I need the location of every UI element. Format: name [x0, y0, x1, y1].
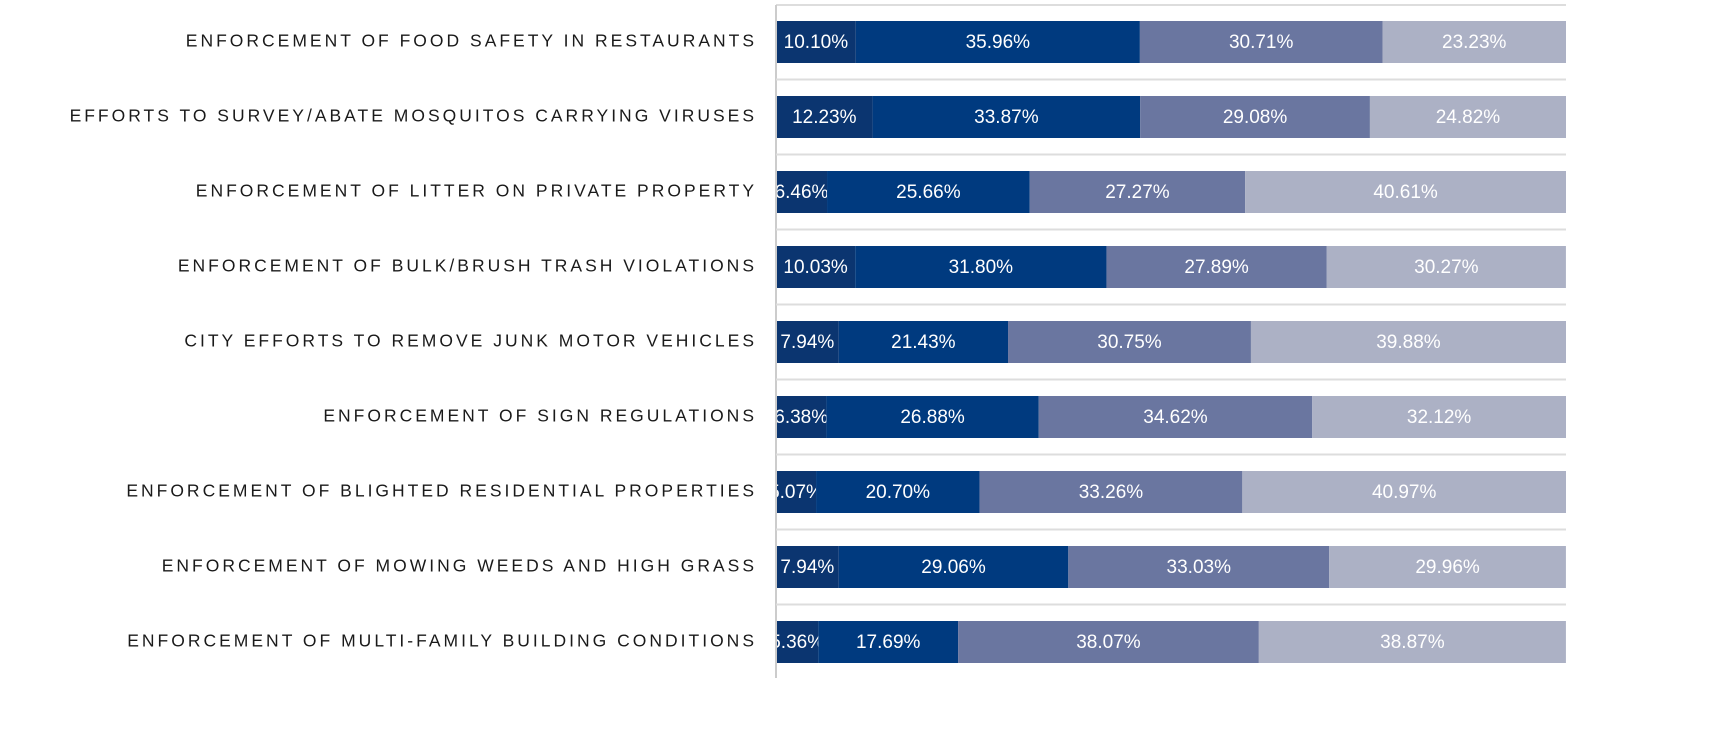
category-label: EFFORTS TO SURVEY/ABATE MOSQUITOS CARRYI… — [70, 106, 757, 126]
bar-segment — [776, 171, 828, 213]
bar-segment — [1242, 471, 1566, 513]
value-label: 6.46% — [775, 182, 829, 203]
value-label: 5.07% — [769, 482, 823, 503]
bar-segment — [1106, 246, 1327, 288]
bar-segment — [1250, 321, 1566, 363]
bar-segment — [816, 471, 980, 513]
value-label: 30.71% — [1229, 32, 1294, 53]
bar-segment — [818, 621, 959, 663]
bar-segment — [827, 171, 1030, 213]
value-label: 20.70% — [866, 482, 931, 503]
value-label: 17.69% — [856, 632, 921, 653]
bar-segment — [776, 21, 856, 63]
bar-segment — [776, 246, 856, 288]
bar-segment — [979, 471, 1243, 513]
bar-segment — [1329, 546, 1566, 588]
bar-segment — [826, 396, 1039, 438]
value-label: 29.08% — [1223, 107, 1288, 128]
value-label: 12.23% — [792, 107, 857, 128]
value-label: 25.66% — [896, 182, 961, 203]
bar-segment — [1245, 171, 1566, 213]
category-label: ENFORCEMENT OF MOWING WEEDS AND HIGH GRA… — [162, 556, 757, 576]
category-label: ENFORCEMENT OF SIGN REGULATIONS — [323, 406, 757, 426]
value-label: 39.88% — [1376, 332, 1441, 353]
bar-segment — [776, 471, 817, 513]
value-label: 5.36% — [770, 632, 824, 653]
bar-segment — [776, 321, 839, 363]
category-label: ENFORCEMENT OF FOOD SAFETY IN RESTAURANT… — [186, 31, 757, 51]
value-label: 7.94% — [780, 557, 834, 578]
bar-segment — [1139, 21, 1383, 63]
bar-segment — [776, 396, 827, 438]
value-label: 40.97% — [1372, 482, 1437, 503]
value-label: 27.89% — [1184, 257, 1249, 278]
bar-segment — [776, 546, 839, 588]
bar-segment — [1038, 396, 1313, 438]
value-label: 24.82% — [1436, 107, 1501, 128]
value-label: 40.61% — [1373, 182, 1438, 203]
bar-segment — [838, 321, 1009, 363]
value-label: 33.87% — [974, 107, 1039, 128]
value-label: 38.07% — [1076, 632, 1141, 653]
value-label: 32.12% — [1407, 407, 1472, 428]
value-label: 26.88% — [900, 407, 965, 428]
value-label: 30.75% — [1097, 332, 1162, 353]
value-label: 27.27% — [1105, 182, 1170, 203]
value-label: 7.94% — [780, 332, 834, 353]
bar-segment — [1140, 96, 1370, 138]
bar-segment — [1029, 171, 1246, 213]
value-label: 6.38% — [774, 407, 828, 428]
bar-segment — [1326, 246, 1566, 288]
value-label: 21.43% — [891, 332, 956, 353]
bar-segment — [1312, 396, 1566, 438]
value-label: 30.27% — [1414, 257, 1479, 278]
bar-segment — [855, 246, 1107, 288]
bar-segment — [1068, 546, 1330, 588]
bar-segment — [1008, 321, 1251, 363]
category-label: ENFORCEMENT OF BLIGHTED RESIDENTIAL PROP… — [126, 481, 757, 501]
plot: 10.10% 35.96% 30.71% 23.23% 12.23% 33.87% 29.0… — [769, 21, 1566, 663]
value-label: 10.03% — [783, 257, 848, 278]
category-label: ENFORCEMENT OF LITTER ON PRIVATE PROPERT… — [196, 181, 757, 201]
bar-segment — [1369, 96, 1566, 138]
bar-segment — [1382, 21, 1566, 63]
value-label: 33.26% — [1079, 482, 1144, 503]
value-label: 29.06% — [921, 557, 986, 578]
value-label: 23.23% — [1442, 32, 1507, 53]
bar-segment — [1258, 621, 1566, 663]
value-label: 10.10% — [784, 32, 849, 53]
bar-segment — [838, 546, 1069, 588]
bar-segment — [958, 621, 1259, 663]
value-label: 35.96% — [966, 32, 1031, 53]
value-label: 33.03% — [1167, 557, 1232, 578]
category-label: ENFORCEMENT OF MULTI-FAMILY BUILDING CON… — [127, 631, 757, 651]
bar-segment — [776, 96, 873, 138]
bar-segment — [872, 96, 1141, 138]
value-label: 31.80% — [949, 257, 1014, 278]
category-label: CITY EFFORTS TO REMOVE JUNK MOTOR VEHICL… — [184, 331, 757, 351]
value-label: 34.62% — [1143, 407, 1208, 428]
category-label: ENFORCEMENT OF BULK/BRUSH TRASH VIOLATIO… — [178, 256, 757, 276]
bar-segment — [776, 621, 819, 663]
value-label: 29.96% — [1415, 557, 1480, 578]
bar-segment — [855, 21, 1140, 63]
value-label: 38.87% — [1380, 632, 1445, 653]
